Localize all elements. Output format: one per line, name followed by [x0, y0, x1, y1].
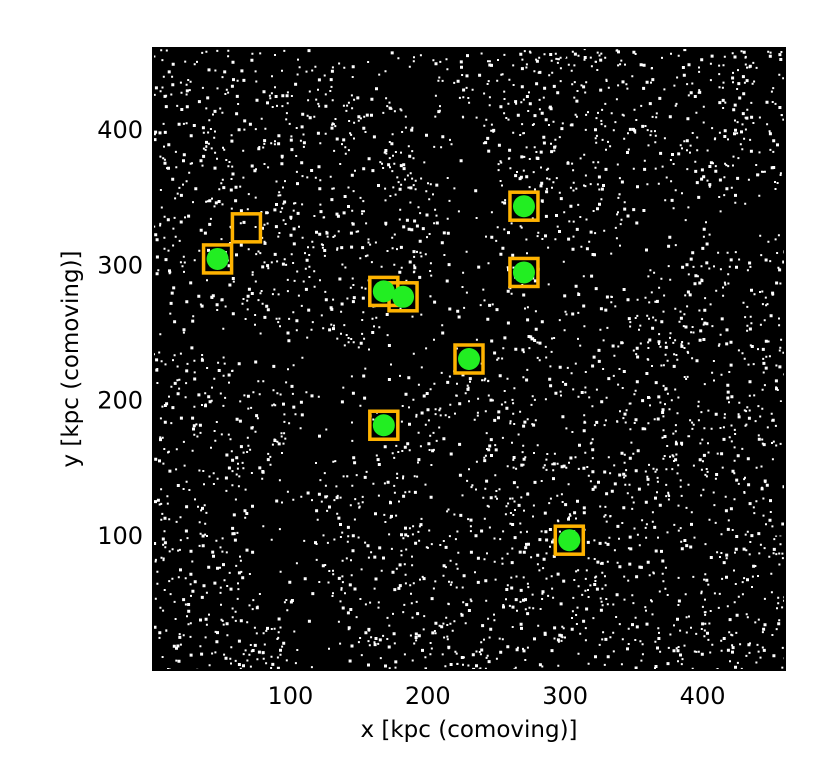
y-tick-label: 100	[97, 522, 143, 550]
halo-point	[512, 261, 535, 284]
particle-field	[153, 48, 788, 673]
square-markers	[201, 190, 586, 556]
halo-markers	[206, 195, 581, 552]
x-tick-label: 300	[542, 682, 588, 710]
x-axis-title: x [kpc (comoving)]	[360, 717, 577, 743]
y-tick-label: 300	[97, 251, 143, 279]
halo-point	[372, 280, 395, 303]
square-marker	[368, 409, 400, 442]
y-axis-title: y [kpc (comoving)]	[58, 250, 84, 467]
y-tick-label: 400	[97, 116, 143, 144]
y-tick-labels: 100 200 300 400	[97, 116, 143, 550]
x-tick-label: 100	[267, 682, 313, 710]
square-marker	[508, 256, 540, 289]
square-marker	[553, 524, 586, 556]
y-tick-label: 200	[97, 387, 143, 415]
square-marker	[508, 190, 540, 222]
halo-point	[512, 195, 535, 218]
x-tick-label: 200	[405, 682, 451, 710]
halo-point	[206, 247, 229, 270]
halo-point	[558, 529, 581, 552]
particle-dots	[153, 48, 788, 673]
halo-point	[458, 348, 480, 370]
square-marker	[230, 212, 263, 244]
square-marker	[453, 343, 485, 375]
halo-point	[392, 285, 415, 308]
square-marker	[201, 243, 234, 275]
x-tick-labels: 100 200 300 400	[267, 682, 725, 710]
halo-point	[372, 414, 395, 437]
x-tick-label: 400	[680, 682, 726, 710]
axis-ticks	[153, 48, 785, 670]
plot-frame	[152, 47, 786, 671]
